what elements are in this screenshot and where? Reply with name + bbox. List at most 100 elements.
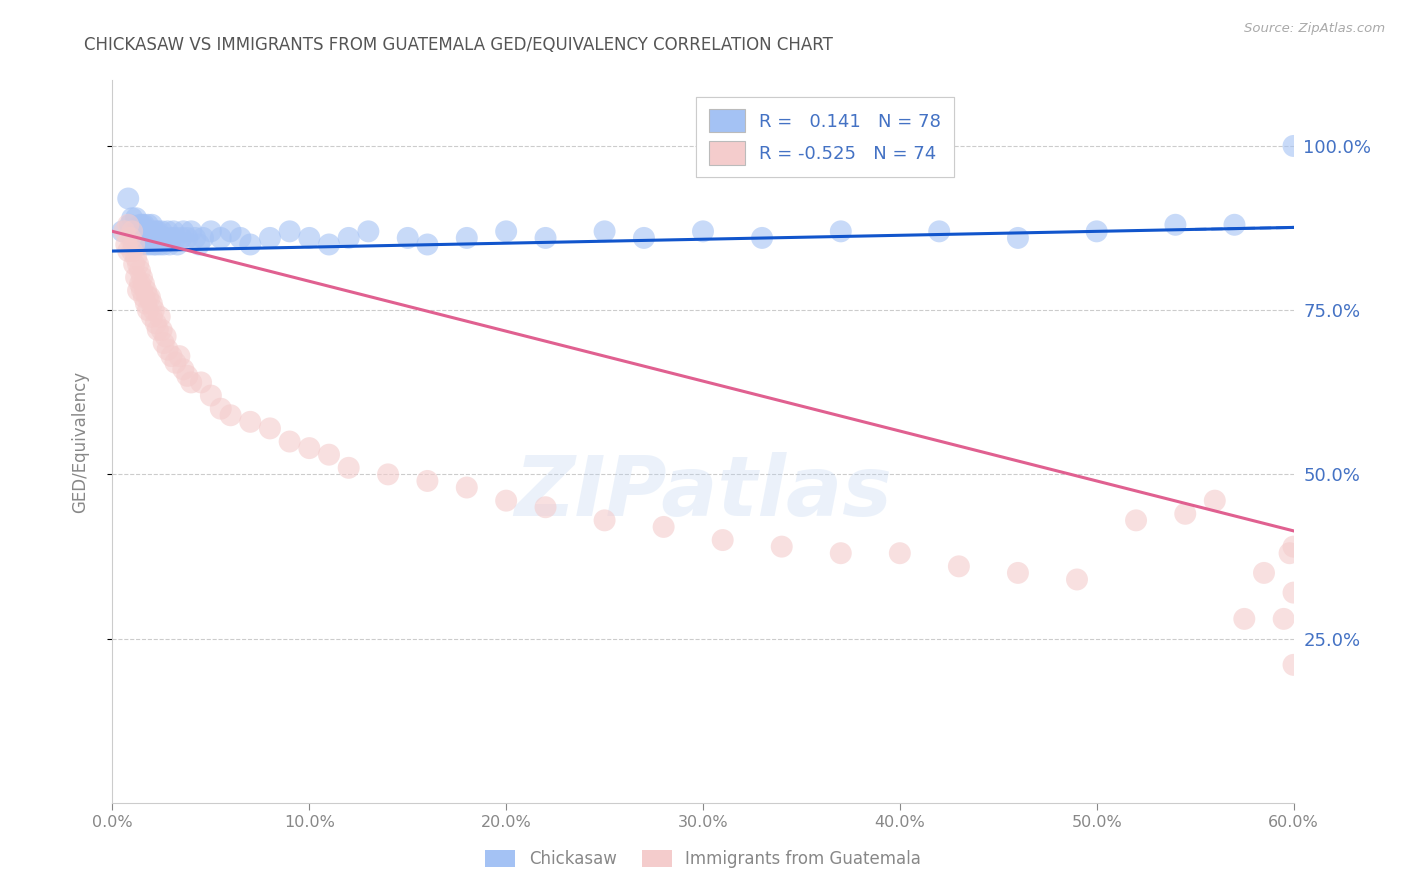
Point	[416, 474, 439, 488]
Point	[357, 224, 380, 238]
Point	[948, 559, 970, 574]
Point	[150, 323, 173, 337]
Point	[830, 224, 852, 238]
Point	[142, 303, 165, 318]
Point	[165, 356, 187, 370]
Point	[1174, 507, 1197, 521]
Point	[121, 231, 143, 245]
Point	[141, 310, 163, 324]
Point	[145, 224, 167, 238]
Point	[127, 224, 149, 238]
Point	[159, 237, 181, 252]
Point	[1282, 139, 1305, 153]
Point	[146, 224, 169, 238]
Point	[111, 224, 134, 238]
Point	[120, 218, 142, 232]
Point	[692, 224, 714, 238]
Point	[155, 231, 177, 245]
Point	[160, 349, 183, 363]
Point	[239, 415, 262, 429]
Point	[188, 237, 211, 252]
Point	[155, 329, 177, 343]
Point	[112, 224, 135, 238]
Point	[131, 237, 153, 252]
Point	[135, 224, 157, 238]
Point	[136, 290, 159, 304]
Point	[495, 493, 517, 508]
Point	[180, 224, 202, 238]
Point	[132, 290, 155, 304]
Point	[152, 237, 174, 252]
Point	[131, 218, 153, 232]
Point	[259, 231, 281, 245]
Point	[1223, 218, 1246, 232]
Point	[129, 277, 152, 291]
Point	[1233, 612, 1256, 626]
Legend: Chickasaw, Immigrants from Guatemala: Chickasaw, Immigrants from Guatemala	[478, 843, 928, 875]
Point	[117, 244, 139, 258]
Point	[160, 231, 183, 245]
Point	[176, 231, 198, 245]
Point	[145, 316, 167, 330]
Point	[136, 303, 159, 318]
Point	[125, 251, 148, 265]
Point	[129, 231, 152, 245]
Point	[152, 336, 174, 351]
Point	[162, 224, 184, 238]
Point	[129, 264, 152, 278]
Point	[259, 421, 281, 435]
Point	[150, 231, 173, 245]
Point	[172, 362, 194, 376]
Point	[142, 237, 165, 252]
Point	[139, 237, 162, 252]
Point	[117, 192, 139, 206]
Point	[229, 231, 252, 245]
Point	[278, 434, 301, 449]
Point	[652, 520, 675, 534]
Point	[1282, 540, 1305, 554]
Point	[337, 460, 360, 475]
Point	[125, 224, 148, 238]
Point	[139, 231, 162, 245]
Point	[127, 237, 149, 252]
Point	[456, 481, 478, 495]
Point	[150, 224, 173, 238]
Point	[122, 257, 145, 271]
Point	[830, 546, 852, 560]
Point	[495, 224, 517, 238]
Point	[149, 237, 172, 252]
Point	[593, 224, 616, 238]
Point	[377, 467, 399, 482]
Point	[278, 224, 301, 238]
Point	[1282, 585, 1305, 599]
Point	[127, 257, 149, 271]
Point	[139, 290, 162, 304]
Point	[456, 231, 478, 245]
Point	[318, 237, 340, 252]
Point	[190, 376, 212, 390]
Point	[122, 237, 145, 252]
Point	[176, 368, 198, 383]
Point	[166, 237, 188, 252]
Point	[131, 224, 153, 238]
Point	[1278, 546, 1301, 560]
Point	[120, 231, 142, 245]
Point	[1085, 224, 1108, 238]
Point	[318, 448, 340, 462]
Point	[298, 231, 321, 245]
Point	[416, 237, 439, 252]
Point	[146, 231, 169, 245]
Point	[337, 231, 360, 245]
Text: Source: ZipAtlas.com: Source: ZipAtlas.com	[1244, 22, 1385, 36]
Point	[209, 401, 232, 416]
Point	[928, 224, 950, 238]
Point	[200, 224, 222, 238]
Point	[132, 218, 155, 232]
Text: CHICKASAW VS IMMIGRANTS FROM GUATEMALA GED/EQUIVALENCY CORRELATION CHART: CHICKASAW VS IMMIGRANTS FROM GUATEMALA G…	[84, 36, 834, 54]
Point	[172, 224, 194, 238]
Point	[135, 237, 157, 252]
Point	[298, 441, 321, 455]
Point	[115, 237, 138, 252]
Point	[145, 237, 167, 252]
Point	[1007, 566, 1029, 580]
